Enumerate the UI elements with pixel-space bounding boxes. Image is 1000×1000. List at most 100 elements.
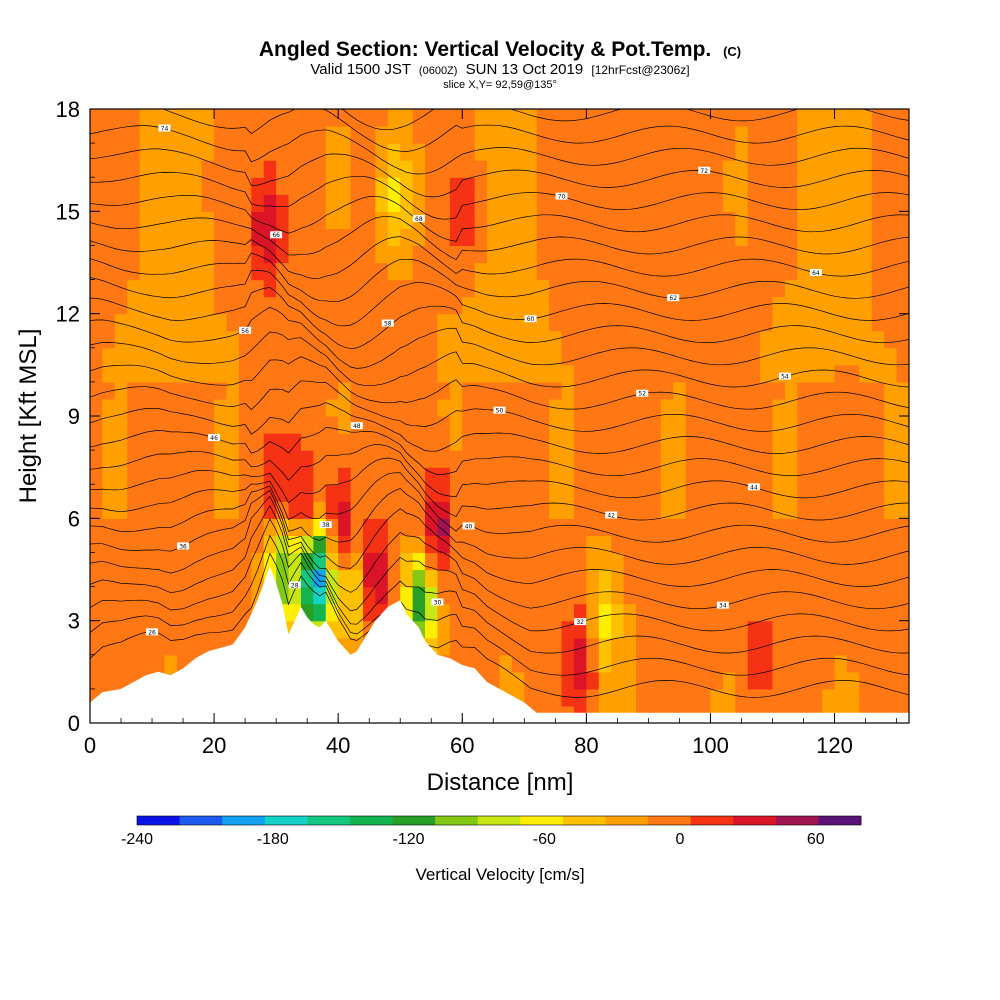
field-cell: [660, 160, 674, 178]
field-cell: [573, 143, 587, 161]
field-cell: [623, 160, 637, 178]
field-cell: [685, 501, 699, 519]
field-cell: [462, 160, 476, 178]
field-cell: [90, 194, 104, 212]
field-cell: [536, 586, 550, 605]
field-cell: [822, 518, 836, 536]
field-cell: [859, 398, 873, 417]
field-cell: [276, 177, 290, 195]
field-cell: [784, 211, 798, 229]
field-cell: [846, 279, 860, 298]
field-cell: [90, 262, 104, 281]
field-cell: [127, 518, 141, 536]
field-cell: [784, 381, 798, 400]
field-cell: [735, 194, 749, 212]
field-cell: [462, 245, 476, 264]
field-cell: [499, 126, 513, 144]
field-cell: [760, 586, 774, 605]
field-cell: [710, 467, 724, 485]
field-cell: [735, 535, 749, 554]
field-cell: [636, 467, 650, 485]
field-cell: [586, 211, 600, 229]
field-cell: [809, 381, 823, 400]
field-cell: [747, 381, 761, 400]
field-cell: [611, 671, 625, 690]
field-cell: [114, 501, 128, 519]
field-cell: [300, 364, 314, 383]
y-tick-label: 0: [68, 711, 80, 736]
field-cell: [288, 416, 302, 434]
field-cell: [425, 398, 439, 417]
field-cell: [462, 330, 476, 349]
field-cell: [797, 688, 811, 707]
field-cell: [226, 484, 240, 502]
field-cell: [499, 484, 513, 502]
field-cell: [573, 416, 587, 434]
field-cell: [834, 398, 848, 417]
field-cell: [152, 569, 166, 588]
field-cell: [499, 671, 513, 690]
field-cell: [760, 620, 774, 639]
field-cell: [760, 484, 774, 502]
field-cell: [884, 143, 898, 161]
field-cell: [338, 381, 352, 400]
colorbar-segment: [690, 816, 734, 825]
field-cell: [685, 347, 699, 366]
field-cell: [834, 586, 848, 605]
field-cell: [536, 347, 550, 366]
field-cell: [784, 177, 798, 195]
field-cell: [660, 552, 674, 571]
field-cell: [189, 313, 203, 332]
field-cell: [487, 160, 501, 178]
field-cell: [375, 228, 389, 247]
field-cell: [549, 501, 563, 519]
field-cell: [300, 535, 314, 554]
field-cell: [164, 433, 178, 451]
field-cell: [412, 279, 426, 298]
field-cell: [884, 313, 898, 332]
field-cell: [462, 313, 476, 332]
field-cell: [822, 671, 836, 690]
field-cell: [511, 245, 525, 264]
field-cell: [784, 109, 798, 127]
field-cell: [561, 467, 575, 485]
field-cell: [549, 109, 563, 127]
field-cell: [400, 433, 414, 451]
field-cell: [263, 535, 277, 554]
field-cell: [214, 347, 228, 366]
field-cell: [276, 262, 290, 281]
field-cell: [437, 535, 451, 554]
field-cell: [238, 398, 252, 417]
field-cell: [238, 347, 252, 366]
field-cell: [846, 228, 860, 247]
field-cell: [152, 433, 166, 451]
field-cell: [735, 552, 749, 571]
field-cell: [412, 416, 426, 434]
chart-title: Angled Section: Vertical Velocity & Pot.…: [259, 38, 741, 61]
field-cell: [164, 330, 178, 349]
field-cell: [871, 194, 885, 212]
field-cell: [735, 262, 749, 281]
field-cell: [735, 313, 749, 332]
field-cell: [784, 620, 798, 639]
field-cell: [784, 160, 798, 178]
field-cell: [524, 535, 538, 554]
field-cell: [251, 313, 265, 332]
field-cell: [660, 143, 674, 161]
field-cell: [623, 262, 637, 281]
field-cell: [251, 433, 265, 451]
field-cell: [549, 262, 563, 281]
field-cell: [114, 620, 128, 639]
field-cell: [859, 569, 873, 588]
field-cell: [350, 450, 364, 468]
field-cell: [561, 654, 575, 673]
field-cell: [338, 433, 352, 451]
field-cell: [325, 586, 339, 605]
field-cell: [598, 552, 612, 571]
field-cell: [673, 143, 687, 161]
field-cell: [474, 364, 488, 383]
field-cell: [189, 518, 203, 536]
field-cell: [114, 569, 128, 588]
field-cell: [722, 450, 736, 468]
field-cell: [214, 501, 228, 519]
